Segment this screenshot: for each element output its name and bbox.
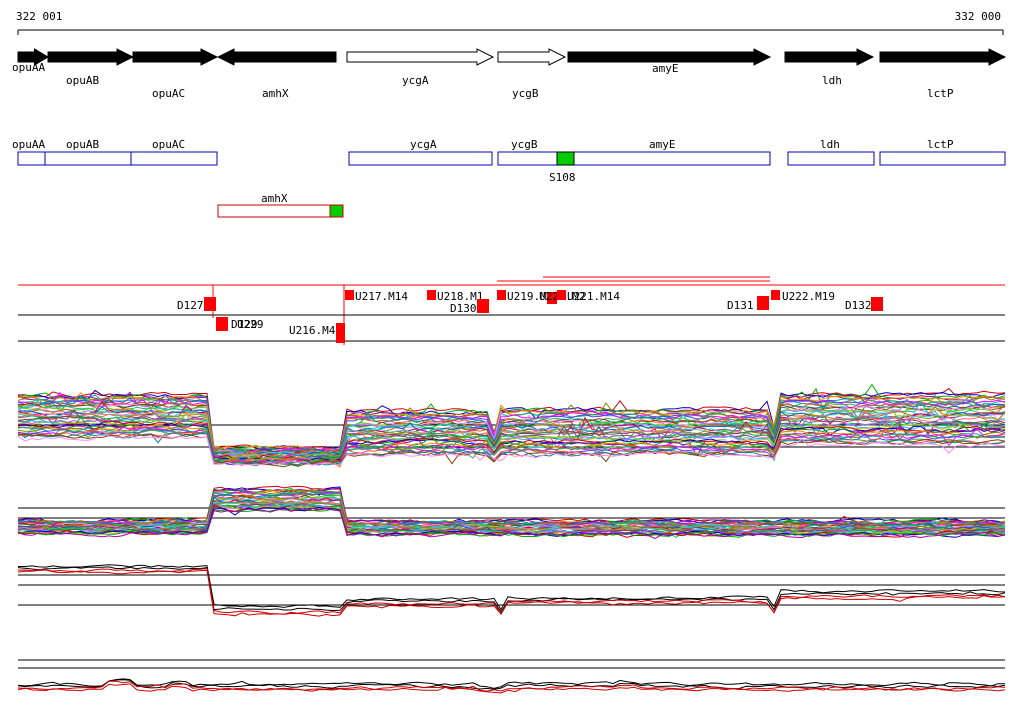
- signal-line: [17, 508, 1006, 538]
- annotation-label: ycgA: [410, 138, 437, 151]
- probe-label: D130: [450, 302, 477, 315]
- annotation-label: ldh: [820, 138, 840, 151]
- gene-arrow-ycgB[interactable]: [497, 48, 567, 66]
- signal-line: [17, 415, 1006, 463]
- annotation-label: amyE: [649, 138, 676, 151]
- annotation-box-ycgA[interactable]: [348, 151, 493, 166]
- signal-line: [18, 564, 1006, 611]
- gene-arrow-ldh[interactable]: [784, 48, 875, 66]
- annotation-box-lctP[interactable]: [879, 151, 1006, 166]
- gene-label: ycgB: [512, 87, 539, 100]
- probe-flag-D130[interactable]: [477, 299, 489, 313]
- signal-line: [17, 404, 1006, 459]
- annotation-box-ldh[interactable]: [787, 151, 875, 166]
- probe-flag-D127[interactable]: [204, 297, 216, 311]
- annotation-label: opuAB: [66, 138, 99, 151]
- probe-label: U222.M19: [782, 290, 835, 303]
- annotation-box-opuAB[interactable]: [44, 151, 132, 166]
- gene-arrow-opuAA[interactable]: [17, 48, 49, 66]
- signal-line: [17, 428, 1006, 467]
- signal-line: [17, 503, 1006, 539]
- gene-label: ycgA: [402, 74, 429, 87]
- signal-track-2: [17, 485, 1006, 540]
- coordinate-start-label: 322 001: [16, 10, 63, 23]
- signal-line: [17, 678, 1005, 689]
- gene-arrow-opuAB[interactable]: [47, 48, 135, 66]
- signal-line: [17, 488, 1006, 526]
- probe-flag-U218.M1[interactable]: [427, 290, 436, 300]
- signal-line: [17, 568, 1006, 616]
- probe-label: U218.M1: [437, 290, 483, 303]
- integration-site-label: S108: [549, 171, 576, 184]
- probe-label: D127: [177, 299, 204, 312]
- signal-line: [17, 680, 1006, 692]
- probe-label: U219.M1: [507, 290, 553, 303]
- gene-label: opuAA: [12, 61, 45, 74]
- probe-flag-U219.M1[interactable]: [497, 290, 506, 300]
- gene-label: opuAC: [152, 87, 185, 100]
- signal-line: [17, 569, 1006, 617]
- signal-line: [17, 392, 1006, 452]
- deletion-box-amhX[interactable]: [217, 204, 344, 218]
- gene-arrow-opuAC[interactable]: [132, 48, 219, 66]
- gene-label: lctP: [927, 87, 954, 100]
- probe-flag-D131[interactable]: [757, 296, 769, 310]
- probe-label: U221.M14: [567, 290, 620, 303]
- probe-flag-U216.M4[interactable]: [336, 323, 345, 343]
- signal-track-4: [17, 659, 1006, 694]
- probe-flag-D132[interactable]: [871, 297, 883, 311]
- gene-arrow-lctP[interactable]: [879, 48, 1007, 66]
- annotation-label: opuAA: [12, 138, 45, 151]
- annotation-label: lctP: [927, 138, 954, 151]
- signal-line: [17, 486, 1006, 525]
- gene-label: amhX: [262, 87, 289, 100]
- probe-flag-U217.M14[interactable]: [345, 290, 354, 300]
- annotation-box-amyE[interactable]: [573, 151, 771, 166]
- probe-label: U216.M4: [289, 324, 336, 337]
- signal-track-3: [17, 564, 1006, 617]
- signal-line: [17, 493, 1006, 530]
- deletion-box-green-end: [329, 204, 344, 218]
- gene-arrow-ycgA[interactable]: [346, 48, 495, 66]
- deletion-box-label: amhX: [261, 192, 288, 205]
- probe-flag-U221.M14[interactable]: [557, 290, 566, 300]
- integration-site-box[interactable]: [556, 151, 575, 166]
- gene-arrow-amyE[interactable]: [567, 48, 772, 66]
- signal-line: [17, 420, 1006, 463]
- probe-label: U229: [237, 318, 264, 331]
- annotation-box-ycgB[interactable]: [497, 151, 558, 166]
- signal-line: [17, 415, 1006, 461]
- probe-label: D129: [231, 318, 258, 331]
- signal-line: [17, 493, 1006, 530]
- gene-arrow-amhX[interactable]: [216, 48, 337, 66]
- probe-flag-D129[interactable]: [216, 317, 228, 331]
- coordinate-end-label: 332 000: [954, 10, 1001, 23]
- signal-line: [17, 507, 1006, 540]
- annotation-label: opuAC: [152, 138, 185, 151]
- signal-line: [17, 400, 1006, 460]
- probe-flag-U222.M19[interactable]: [771, 290, 780, 300]
- annotation-box-opuAC[interactable]: [130, 151, 218, 166]
- annotation-box-opuAA[interactable]: [17, 151, 46, 166]
- probe-flag-U220.M2[interactable]: [547, 292, 557, 304]
- gene-label: amyE: [652, 62, 679, 75]
- gene-label: ldh: [822, 74, 842, 87]
- signal-line: [17, 426, 1006, 466]
- signal-line: [17, 683, 1006, 694]
- signal-line: [17, 394, 1005, 455]
- signal-line: [17, 433, 1006, 468]
- probe-label: U217.M14: [355, 290, 408, 303]
- signal-line: [17, 403, 1006, 457]
- signal-line: [17, 494, 1006, 530]
- annotation-label: ycgB: [511, 138, 538, 151]
- signal-track-1: [17, 383, 1006, 468]
- signal-line: [17, 429, 1006, 466]
- gene-label: opuAB: [66, 74, 99, 87]
- probe-label: D131: [727, 299, 754, 312]
- probe-label: D132: [845, 299, 872, 312]
- signal-line: [17, 391, 1006, 453]
